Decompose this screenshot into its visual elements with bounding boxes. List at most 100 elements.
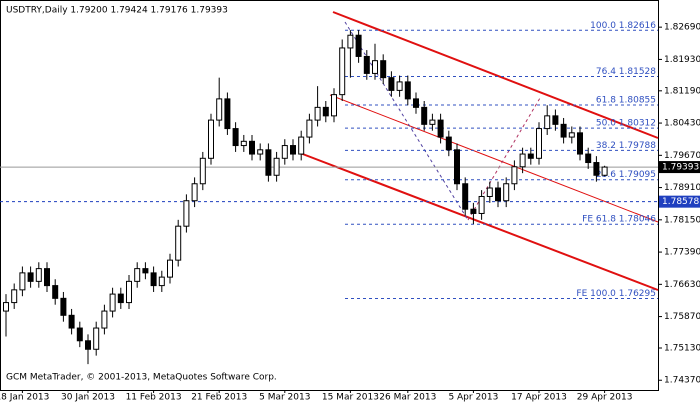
candle-body	[265, 149, 272, 176]
fib-label: 100.0 1.82616	[590, 21, 656, 31]
candle-body	[331, 94, 337, 117]
candle-body	[372, 60, 378, 74]
candle-body	[585, 153, 592, 164]
candle-body	[52, 285, 59, 299]
candle-body	[577, 132, 583, 155]
candle-body	[126, 280, 132, 304]
candle-body	[117, 293, 124, 304]
candle-body	[76, 327, 83, 342]
y-tick-label: 1.80430	[664, 119, 700, 129]
x-tick-label: 29 Apr 2013	[577, 393, 633, 402]
candle-body	[208, 119, 214, 159]
channel-middle	[329, 94, 659, 223]
candle-body	[306, 119, 313, 138]
candle-body	[183, 200, 190, 227]
price-box	[659, 195, 700, 208]
candle-body	[552, 115, 559, 125]
x-tick-label: 5 Mar 2013	[259, 393, 310, 402]
candle-body	[322, 106, 329, 117]
fib-label: 76.4 1.81528	[596, 67, 656, 77]
y-tick-label: 1.77390	[664, 248, 700, 258]
candle-body	[413, 98, 419, 108]
channel-upper	[332, 11, 659, 139]
y-tick-label: 1.81930	[664, 55, 700, 65]
x-tick-label: 30 Jan 2013	[61, 393, 115, 402]
candle-body	[536, 128, 542, 159]
candle-body	[191, 183, 198, 202]
plot-frame	[0, 0, 659, 391]
candle-body	[503, 183, 510, 202]
candle-body	[298, 136, 305, 155]
copyright: GCM MetaTrader, © 2001-2013, MetaQuotes …	[6, 373, 277, 383]
candle-body	[462, 183, 469, 210]
y-tick-label: 1.75870	[664, 312, 700, 322]
candle-body	[544, 115, 551, 130]
fib-label: FE 61.8 1.78046	[582, 215, 656, 225]
candle-body	[134, 268, 141, 282]
candle-body	[257, 149, 264, 155]
y-tick-label: 1.82690	[664, 23, 700, 33]
candle-body	[60, 297, 67, 316]
candle-body	[560, 123, 567, 138]
fib-label: 38.2 1.79788	[596, 141, 656, 151]
y-tick-label: 1.79670	[664, 151, 700, 161]
candle-body	[347, 34, 354, 49]
candle-body	[290, 145, 296, 155]
x-tick-label: 5 Apr 2013	[448, 393, 498, 402]
candle-body	[454, 149, 460, 185]
fib-label: 61.8 1.80855	[596, 96, 656, 106]
candle-body	[519, 153, 526, 168]
candle-body	[3, 302, 9, 312]
candle-body	[175, 225, 182, 261]
candle-body	[224, 98, 231, 130]
x-tick-label: 17 Apr 2013	[511, 393, 567, 402]
candle-body	[568, 132, 575, 138]
candle-body	[437, 119, 444, 138]
channel-lower	[299, 152, 659, 291]
candle-body	[85, 340, 91, 350]
candle-body	[339, 47, 346, 96]
x-tick-label: 15 Mar 2013	[322, 393, 379, 402]
candle-body	[495, 187, 501, 202]
candle-body	[150, 272, 157, 287]
channel	[299, 11, 659, 291]
candle-body	[380, 60, 387, 79]
price-box	[659, 161, 700, 174]
candle-body	[167, 259, 173, 278]
y-tick-label: 1.75130	[664, 343, 700, 353]
candle-body	[429, 119, 436, 125]
fib-swing	[344, 21, 469, 221]
candle-body	[249, 140, 255, 155]
candle-body	[27, 272, 34, 282]
candle-body	[44, 268, 50, 287]
y-tick-label: 1.78910	[664, 183, 700, 193]
candle-body	[396, 81, 403, 91]
x-tick-label: 18 Jan 2013	[0, 393, 49, 402]
candle-body	[601, 166, 608, 176]
y-tick-label: 1.78150	[664, 215, 700, 225]
candle-body	[445, 136, 452, 151]
candle-body	[527, 153, 534, 159]
candle-body	[404, 81, 411, 100]
candle-body	[101, 310, 108, 329]
fib-label: 23.6 1.79095	[596, 170, 656, 180]
y-tick-label: 1.76630	[664, 280, 700, 290]
candle-body	[478, 195, 485, 214]
candle-body	[109, 293, 116, 312]
candle-body	[421, 106, 428, 125]
candle-body	[470, 208, 477, 214]
candle-body	[35, 268, 42, 282]
candle-body	[199, 157, 206, 185]
chart-title: USDTRY,Daily 1.79200 1.79424 1.79176 1.7…	[6, 6, 228, 16]
candle-body	[158, 276, 165, 287]
price-label: 1.78578	[662, 197, 699, 207]
fib-label: FE 100.0 1.76295	[576, 289, 656, 299]
y-tick-label: 1.74370	[664, 376, 700, 386]
price-label: 1.79393	[662, 163, 699, 173]
y-tick-label: 1.81190	[664, 86, 700, 96]
candle-body	[93, 327, 100, 350]
candle-body	[314, 106, 321, 121]
candle-body	[273, 157, 280, 176]
candle-body	[232, 128, 239, 147]
